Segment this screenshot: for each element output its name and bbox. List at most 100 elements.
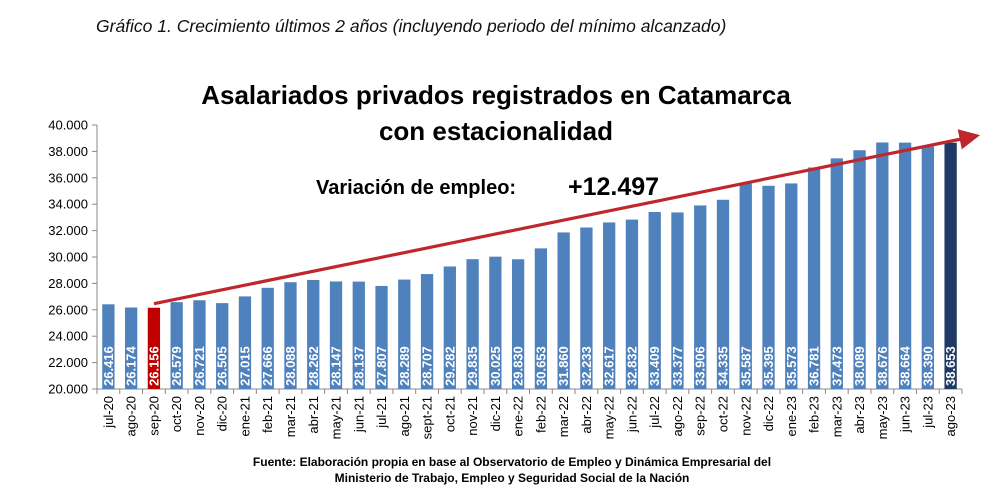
x-tick-label: mar-22 <box>556 396 571 437</box>
bar <box>261 287 274 389</box>
x-tick-label: sep-22 <box>693 396 708 436</box>
data-label: 31.860 <box>556 346 571 386</box>
bar <box>420 274 434 389</box>
data-label: 36.781 <box>807 346 822 386</box>
x-tick-label: feb-22 <box>533 396 548 433</box>
x-tick-label: dic-20 <box>215 396 230 431</box>
bar <box>944 142 957 389</box>
bar <box>876 142 889 389</box>
bar <box>329 281 343 389</box>
x-tick-label: dic-22 <box>761 396 776 431</box>
bar <box>716 199 730 389</box>
x-tick-label: jul-23 <box>920 396 935 429</box>
x-tick-label: oct-22 <box>715 396 730 432</box>
bar <box>489 256 502 389</box>
y-tick-label: 36.000 <box>48 170 88 185</box>
x-tick-label: mar-23 <box>829 396 844 437</box>
bar <box>443 266 456 389</box>
data-label: 33.906 <box>693 346 708 386</box>
annotation: Variación de empleo: +12.497 <box>316 173 659 201</box>
data-label: 28.147 <box>329 346 344 386</box>
x-tick-labels: jul-20 ago-20 sep-20 oct-20 nov-20 dic-20 ene-… <box>96 389 963 439</box>
bar <box>648 212 661 389</box>
chart-axes: 20.000 22.000 24.000 26.000 28.000 30.000 32.0… <box>48 118 962 397</box>
x-tick-label: jul-22 <box>647 396 662 429</box>
data-label: 28.262 <box>306 346 321 386</box>
bar <box>580 227 593 389</box>
bar <box>375 285 388 389</box>
bar <box>739 183 752 389</box>
figure-caption: Gráfico 1. Crecimiento últimos 2 años (i… <box>96 16 727 36</box>
bars-group <box>102 142 957 389</box>
bar <box>921 146 935 389</box>
x-tick-label: jul-20 <box>101 396 116 429</box>
x-tick-label: nov-22 <box>738 396 753 436</box>
x-tick-label: ene-23 <box>784 396 799 436</box>
data-label: 38.390 <box>920 346 935 386</box>
bar <box>352 281 365 389</box>
data-labels-group: 26.416 26.174 26.156 26.579 26.721 26.505 27.0… <box>101 345 958 386</box>
y-tick-label: 34.000 <box>48 197 88 212</box>
data-label: 30.025 <box>488 346 503 386</box>
x-tick-label: feb-23 <box>807 396 822 433</box>
data-label: 30.653 <box>533 346 548 386</box>
bar <box>170 302 183 389</box>
data-label: 28.088 <box>283 346 298 386</box>
source-line: Ministerio de Trabajo, Empleo y Segurida… <box>335 471 690 485</box>
data-label: 38.653 <box>943 346 958 386</box>
annotation-value: +12.497 <box>568 173 659 201</box>
bar <box>694 205 707 389</box>
data-label: 35.573 <box>784 346 799 386</box>
bar <box>216 303 229 389</box>
x-tick-label: ene-22 <box>511 396 526 436</box>
data-label: 33.409 <box>647 346 662 386</box>
data-label: 28.137 <box>351 346 366 386</box>
data-label: 28.707 <box>420 346 435 386</box>
y-tick-label: 26.000 <box>48 302 88 317</box>
bar <box>398 279 411 389</box>
bar <box>807 167 821 389</box>
x-tick-label: ago-23 <box>943 396 958 436</box>
bar <box>830 158 843 389</box>
data-label: 26.505 <box>215 346 230 386</box>
x-tick-label: ene-21 <box>237 396 252 436</box>
chart-title: Asalariados privados registrados en Cata… <box>201 80 791 146</box>
y-tick-label: 30.000 <box>48 250 88 265</box>
data-label: 29.282 <box>442 346 457 386</box>
bar <box>147 307 161 389</box>
x-tick-label: jun-23 <box>898 396 913 433</box>
bar <box>511 259 525 389</box>
x-tick-label: nov-21 <box>465 396 480 436</box>
bar <box>762 185 775 389</box>
data-label: 28.289 <box>397 346 412 386</box>
bar <box>603 222 616 389</box>
data-label: 32.832 <box>624 346 639 386</box>
bar <box>307 279 320 389</box>
x-tick-label: ago-22 <box>670 396 685 436</box>
y-tick-label: 24.000 <box>48 329 88 344</box>
x-tick-label: oct-20 <box>169 396 184 432</box>
x-tick-label: ago-20 <box>124 396 139 436</box>
bar <box>466 259 479 389</box>
x-tick-label: abr-21 <box>306 396 321 434</box>
bar <box>193 300 206 389</box>
bar <box>671 212 684 389</box>
data-label: 32.617 <box>602 346 617 386</box>
bar <box>625 219 639 389</box>
x-tick-label: may-23 <box>875 396 890 439</box>
bar <box>102 304 115 389</box>
trend-arrow-line <box>153 129 981 306</box>
x-tick-label: may-22 <box>602 396 617 439</box>
x-tick-label: dic-21 <box>488 396 503 431</box>
x-tick-label: sep-20 <box>146 396 161 436</box>
trend-arrow <box>153 129 981 306</box>
x-tick-label: jun-21 <box>351 396 366 433</box>
bar <box>853 150 866 389</box>
data-label: 38.089 <box>852 346 867 386</box>
data-label: 37.473 <box>829 346 844 386</box>
data-label: 38.676 <box>875 346 890 386</box>
chart-title-line: con estacionalidad <box>379 116 613 146</box>
annotation-label: Variación de empleo: <box>316 177 516 199</box>
x-tick-label: jul-21 <box>374 396 389 429</box>
